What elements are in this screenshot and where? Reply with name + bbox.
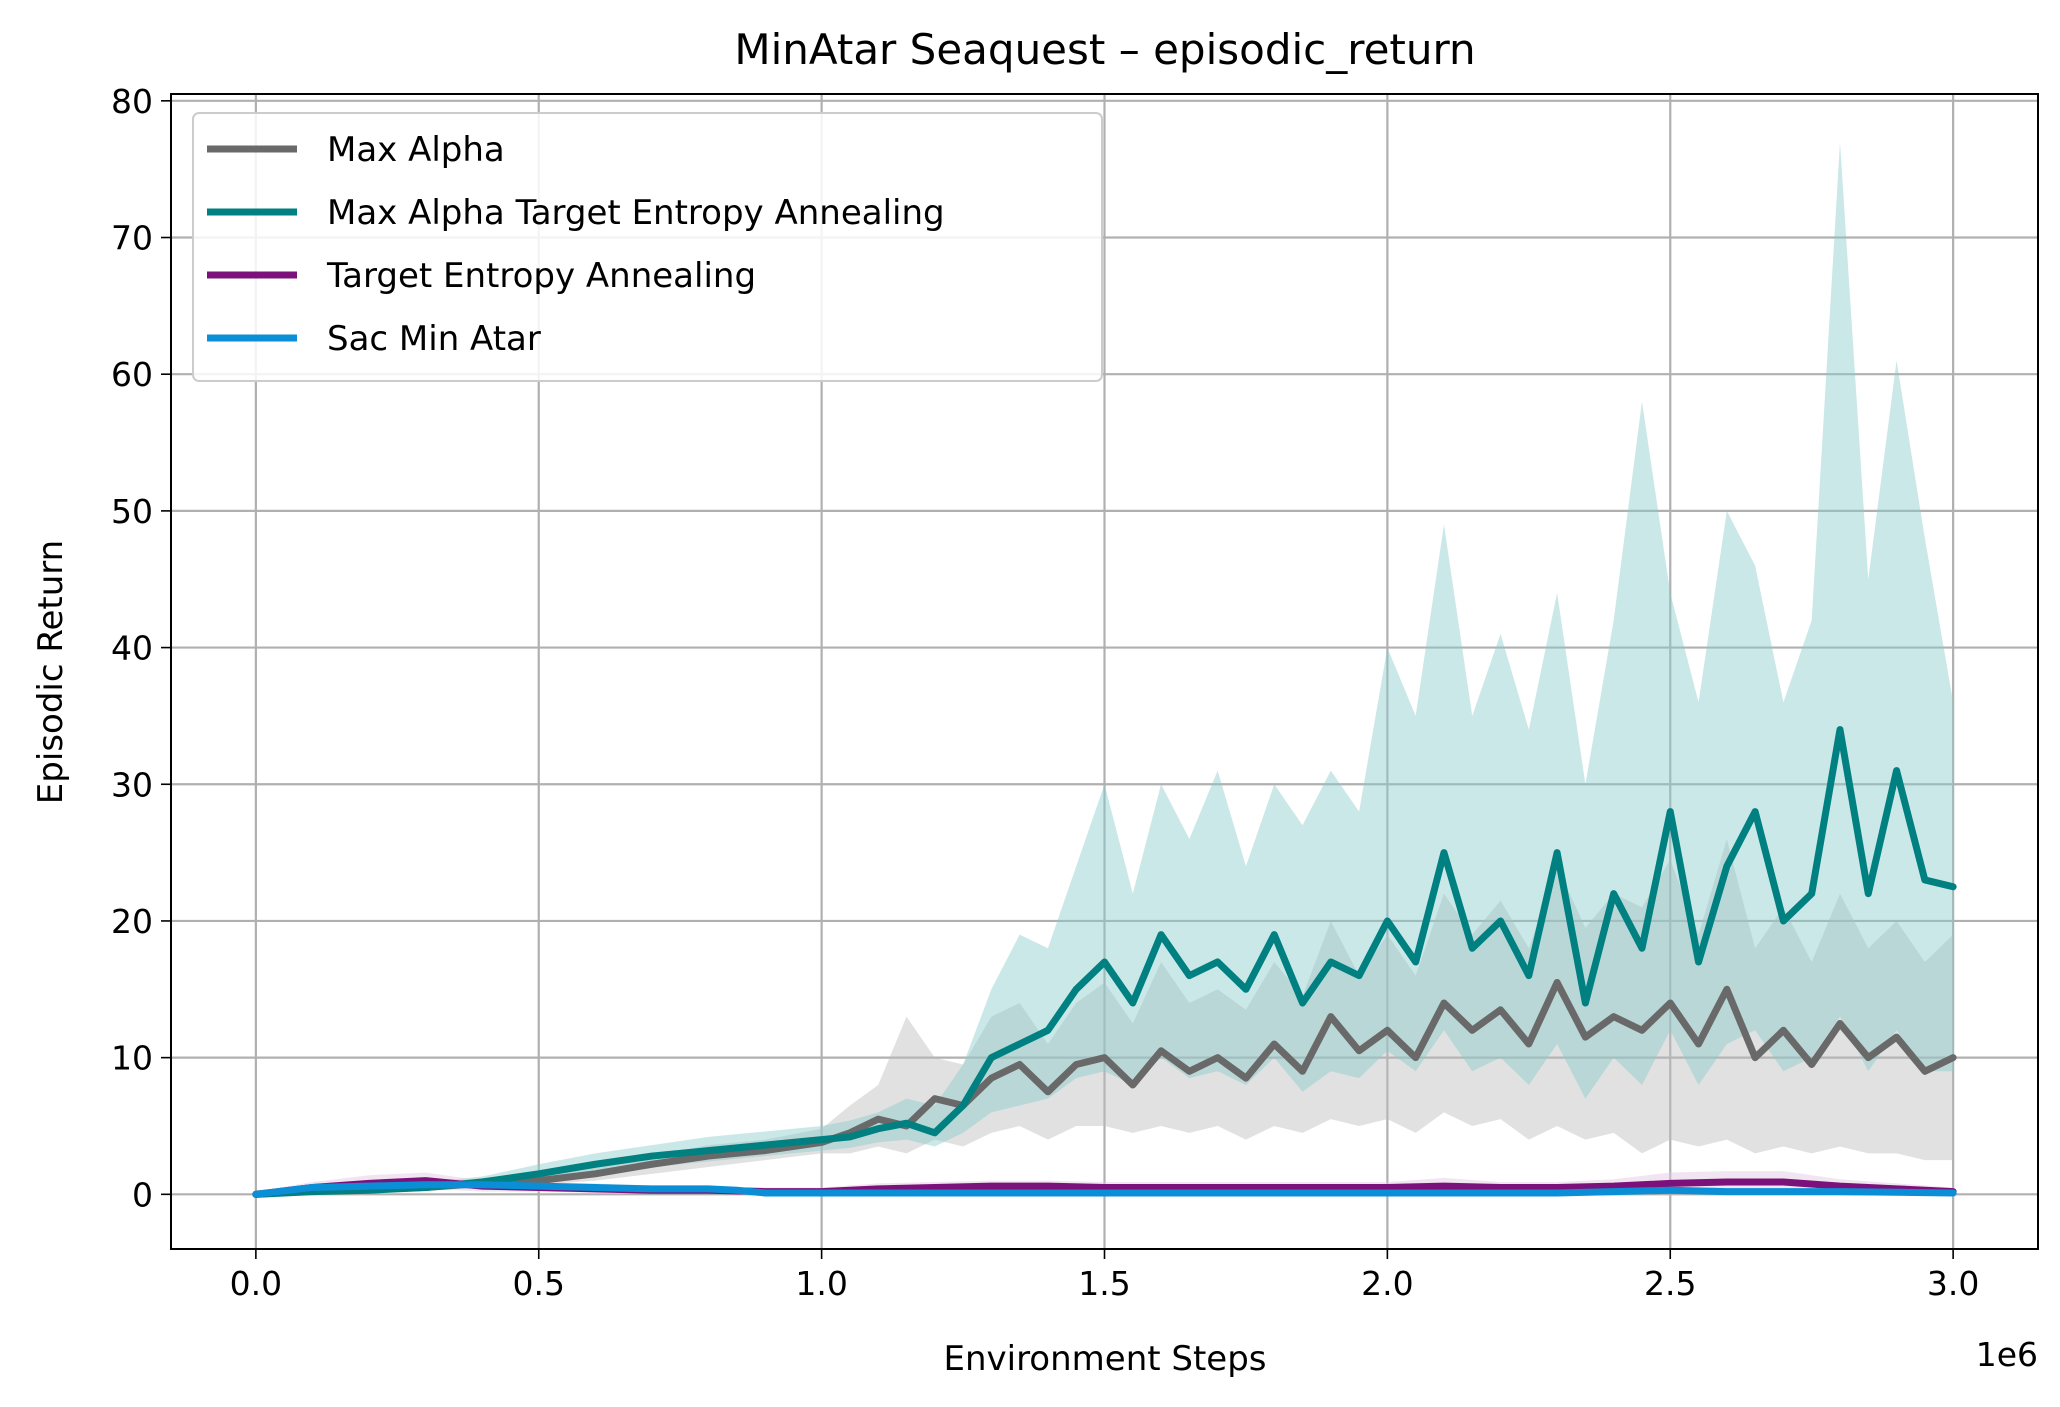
series-line-0 [252,978,1957,1198]
y-tick-label: 80 [111,82,153,121]
y-axis-label: Episodic Return [31,540,71,804]
y-tick-label: 60 [111,355,153,394]
x-tick-label: 1.5 [1078,1264,1130,1303]
series-line-1 [252,726,1957,1198]
y-tick-label: 10 [111,1039,153,1078]
y-tick-label: 0 [132,1175,153,1214]
series-lines [252,726,1957,1198]
x-tick-label: 2.5 [1644,1264,1696,1303]
grid [171,94,2038,1249]
series-band-0 [255,838,1954,1195]
legend: Max Alpha Max Alpha Target Entropy Anneal… [192,112,1103,382]
series-band-1 [255,141,1954,1195]
legend-label: Target Entropy Annealing [326,256,756,296]
x-tick-label: 2.0 [1361,1264,1413,1303]
x-tick-label: 0.0 [230,1264,282,1303]
y-tick-label: 20 [111,902,153,941]
y-tick-label: 30 [111,765,153,804]
x-axis-offset-label: 1e6 [1976,1335,2038,1374]
x-axis-label: Environment Steps [943,1339,1266,1379]
x-tick-label: 0.5 [513,1264,565,1303]
x-tick-label: 1.0 [795,1264,847,1303]
legend-label: Max Alpha [327,130,505,170]
y-tick-label: 70 [111,219,153,258]
axis-ticks: 0.0 0.5 1.0 1.5 2.0 2.5 3.0 0 10 20 30 40 50 60 70 80 [111,82,1979,1303]
legend-label: Max Alpha Target Entropy Annealing [327,193,945,233]
y-tick-label: 40 [111,629,153,668]
y-tick-label: 50 [111,492,153,531]
chart-title: MinAtar Seaquest – episodic_return [734,25,1475,74]
x-tick-label: 3.0 [1927,1264,1979,1303]
series-line-3 [252,1181,1957,1198]
legend-box [192,112,1103,382]
legend-label: Sac Min Atar [327,319,541,359]
